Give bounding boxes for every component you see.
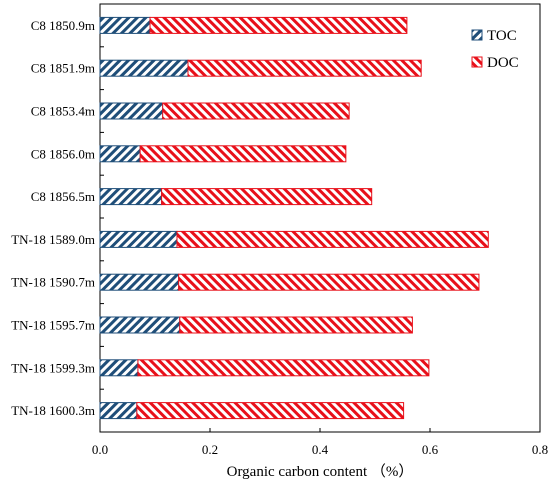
bar-toc-5 xyxy=(99,230,178,248)
bar-doc-0 xyxy=(149,16,408,34)
bar-doc-2 xyxy=(162,102,350,120)
bar-toc-6 xyxy=(99,273,180,291)
x-axis-ticks: 0.0 0.2 0.4 0.6 0.8 xyxy=(92,428,548,457)
bar-toc-9 xyxy=(99,402,138,420)
legend-swatch-toc xyxy=(471,29,483,41)
bar-doc-8 xyxy=(137,359,430,377)
category-labels: C8 1850.9m C8 1851.9m C8 1853.4m C8 1856.0m… xyxy=(11,3,104,418)
category-label: TN-18 1595.7m xyxy=(11,318,95,333)
category-label: TN-18 1589.0m xyxy=(11,232,95,247)
bar-doc-7 xyxy=(179,316,413,334)
legend: TOC DOC xyxy=(471,28,519,71)
category-label: C8 1850.9m xyxy=(31,18,95,33)
category-label: C8 1856.0m xyxy=(31,146,95,161)
bar-doc-1 xyxy=(187,59,422,77)
legend-label-doc: DOC xyxy=(487,55,519,71)
x-tick-label: 0.8 xyxy=(532,442,548,457)
bar-doc-6 xyxy=(178,273,480,291)
bar-doc-4 xyxy=(161,188,373,206)
category-label: TN-18 1600.3m xyxy=(11,403,95,418)
category-label: C8 1853.4m xyxy=(31,104,95,119)
x-tick-label: 0.2 xyxy=(202,442,218,457)
x-tick-label: 0.6 xyxy=(422,442,439,457)
category-label: TN-18 1599.3m xyxy=(11,360,95,375)
bar-toc-8 xyxy=(99,359,139,377)
bar-doc-3 xyxy=(139,145,347,163)
bar-doc-5 xyxy=(176,230,489,248)
category-label: TN-18 1590.7m xyxy=(11,275,95,290)
bar-toc-0 xyxy=(99,16,151,34)
category-label: C8 1856.5m xyxy=(31,189,95,204)
bar-toc-2 xyxy=(99,102,164,120)
legend-label-toc: TOC xyxy=(487,28,517,44)
bar-toc-7 xyxy=(99,316,181,334)
x-tick-label: 0.4 xyxy=(312,442,329,457)
x-tick-label: 0.0 xyxy=(92,442,108,457)
category-label: C8 1851.9m xyxy=(31,61,95,76)
bar-toc-1 xyxy=(99,59,189,77)
legend-swatch-doc xyxy=(471,56,483,68)
bar-toc-3 xyxy=(99,145,141,163)
bar-toc-4 xyxy=(99,188,163,206)
bar-doc-9 xyxy=(136,402,405,420)
bars-layer xyxy=(99,16,489,420)
x-axis-title: Organic carbon content （%） xyxy=(227,463,414,480)
